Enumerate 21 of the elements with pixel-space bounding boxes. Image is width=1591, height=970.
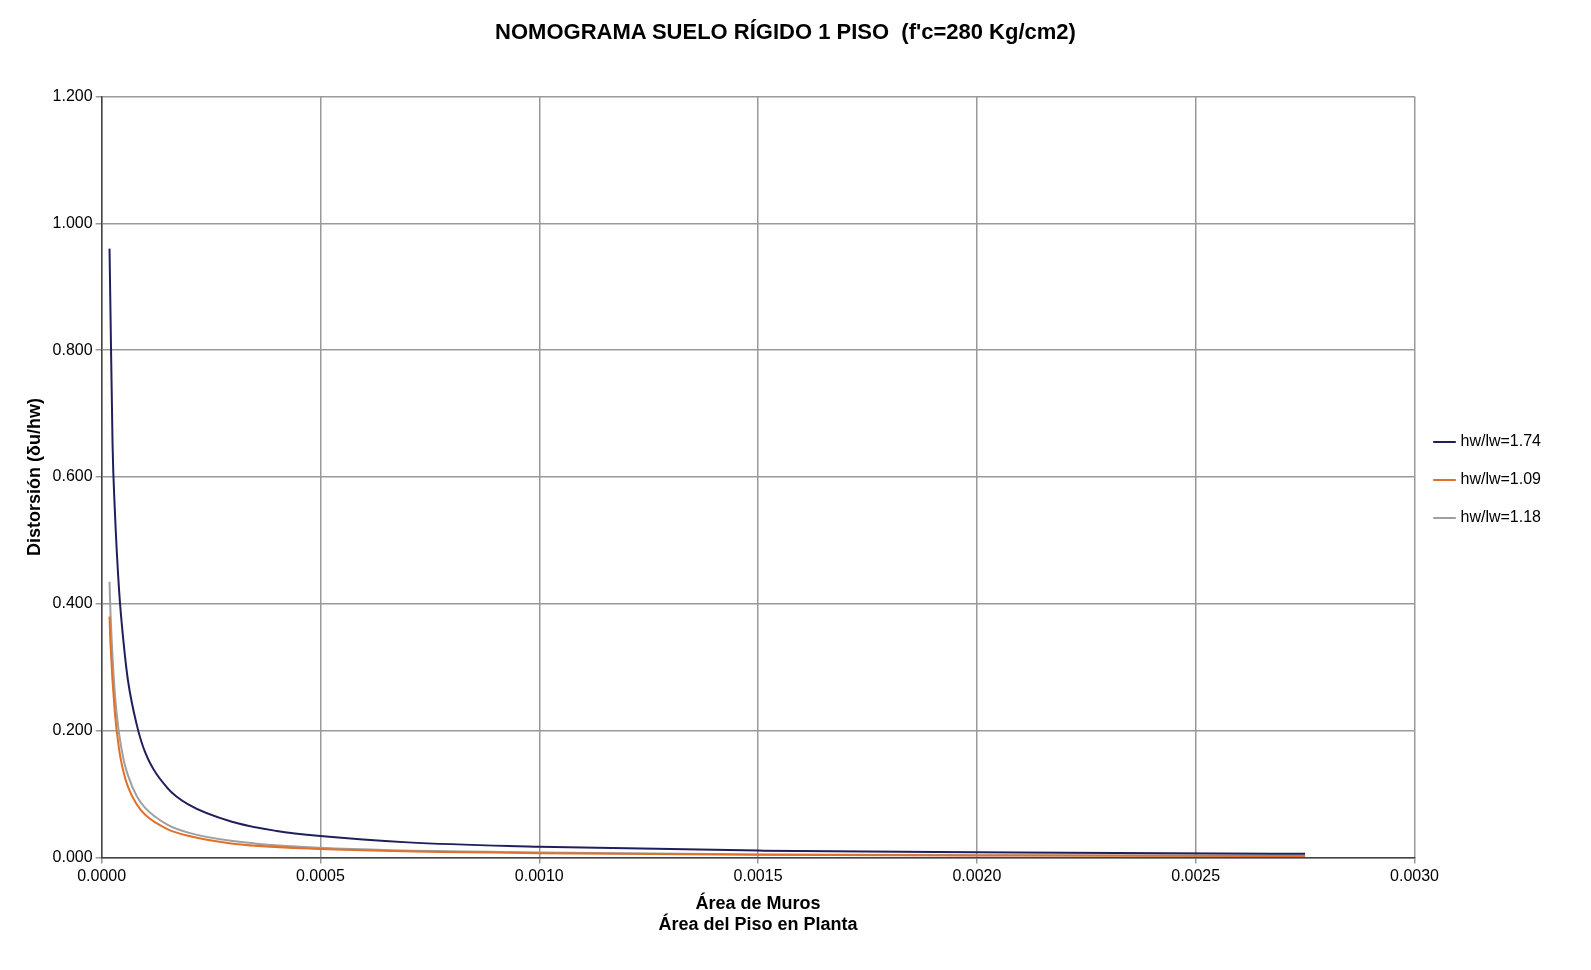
y-tick-label: 1.000 [52,213,93,231]
x-tick-label: 0.0030 [1390,866,1440,884]
y-tick-label: 0.200 [52,721,93,739]
y-tick-label: 0.600 [52,467,93,485]
x-tick-label: 0.0000 [77,866,127,884]
line-series [108,247,1307,855]
x-tick-label: 0.0015 [733,866,783,884]
legend-label: hw/lw=1.18 [1460,508,1542,526]
x-tick-label: 0.0010 [514,866,564,884]
y-tick-label: 1.200 [52,86,93,104]
x-tick-label: 0.0025 [1171,866,1221,884]
x-tick-label: 0.0020 [952,866,1002,884]
chart-title: NOMOGRAMA SUELO RÍGIDO 1 PISO (f'c=280 Kg/cm2) [495,19,1076,45]
legend-label: hw/lw=1.74 [1460,432,1542,450]
legend-label: hw/lw=1.09 [1460,470,1542,488]
x-tick-label: 0.0005 [295,866,346,884]
y-tick-label: 0.800 [52,340,93,358]
y-tick-label: 0.000 [52,848,93,866]
x-axis-title: Área de Muros Área del Piso en Planta [658,891,859,935]
y-tick-label: 0.400 [52,594,93,612]
y-axis-title: Distorsión (δu/hw) [23,398,44,556]
